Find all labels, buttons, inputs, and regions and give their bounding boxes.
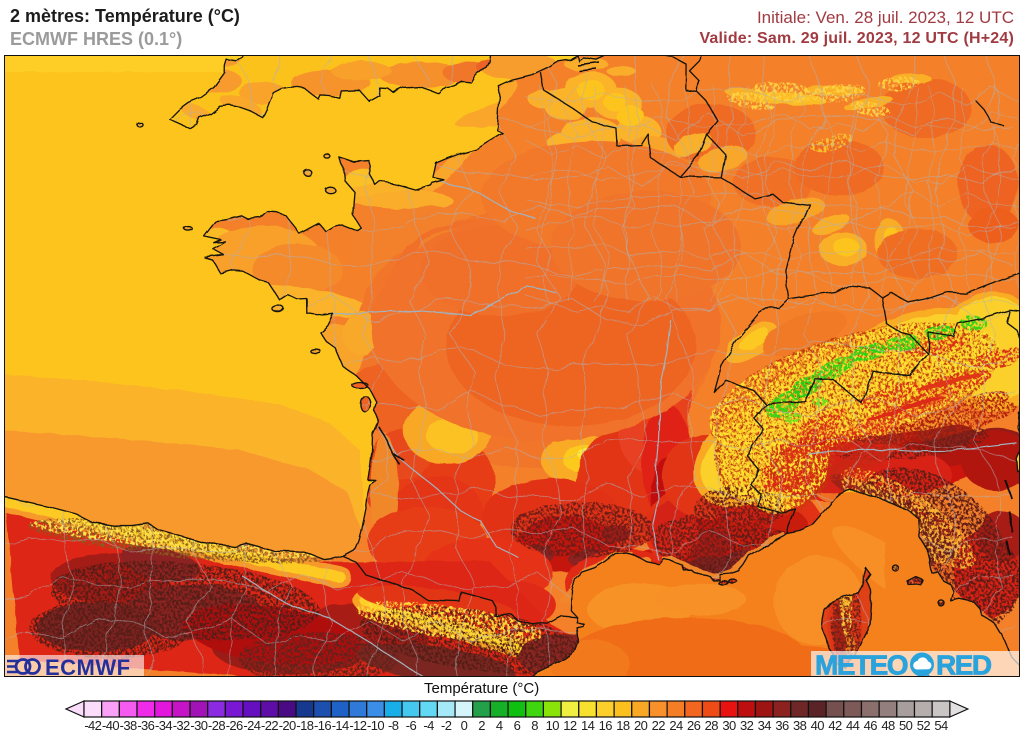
svg-text:46: 46 bbox=[864, 718, 878, 733]
svg-text:14: 14 bbox=[581, 718, 595, 733]
svg-text:-10: -10 bbox=[367, 718, 384, 733]
svg-text:28: 28 bbox=[705, 718, 719, 733]
svg-text:50: 50 bbox=[899, 718, 913, 733]
svg-text:34: 34 bbox=[758, 718, 772, 733]
svg-text:12: 12 bbox=[563, 718, 577, 733]
svg-text:2: 2 bbox=[478, 718, 485, 733]
svg-text:-6: -6 bbox=[406, 718, 417, 733]
svg-text:-32: -32 bbox=[173, 718, 190, 733]
svg-text:22: 22 bbox=[652, 718, 666, 733]
svg-text:-14: -14 bbox=[332, 718, 349, 733]
svg-text:ECMWF: ECMWF bbox=[45, 655, 131, 676]
svg-text:-42: -42 bbox=[84, 718, 101, 733]
svg-text:-34: -34 bbox=[155, 718, 172, 733]
svg-text:-20: -20 bbox=[279, 718, 296, 733]
svg-text:26: 26 bbox=[687, 718, 701, 733]
svg-text:24: 24 bbox=[669, 718, 683, 733]
svg-text:48: 48 bbox=[881, 718, 895, 733]
svg-text:-4: -4 bbox=[423, 718, 434, 733]
svg-text:-30: -30 bbox=[190, 718, 207, 733]
svg-text:44: 44 bbox=[846, 718, 860, 733]
svg-text:-28: -28 bbox=[208, 718, 225, 733]
svg-text:10: 10 bbox=[546, 718, 560, 733]
svg-text:-24: -24 bbox=[243, 718, 260, 733]
svg-text:0: 0 bbox=[461, 718, 468, 733]
svg-text:-38: -38 bbox=[120, 718, 137, 733]
svg-text:-26: -26 bbox=[226, 718, 243, 733]
svg-text:8: 8 bbox=[531, 718, 538, 733]
svg-text:-22: -22 bbox=[261, 718, 278, 733]
svg-text:-18: -18 bbox=[296, 718, 313, 733]
svg-text:-36: -36 bbox=[137, 718, 154, 733]
svg-text:54: 54 bbox=[934, 718, 948, 733]
svg-text:6: 6 bbox=[514, 718, 521, 733]
svg-text:42: 42 bbox=[828, 718, 842, 733]
svg-text:32: 32 bbox=[740, 718, 754, 733]
svg-text:52: 52 bbox=[917, 718, 931, 733]
svg-text:40: 40 bbox=[811, 718, 825, 733]
svg-text:-16: -16 bbox=[314, 718, 331, 733]
svg-text:20: 20 bbox=[634, 718, 648, 733]
svg-text:4: 4 bbox=[496, 718, 503, 733]
svg-text:-40: -40 bbox=[102, 718, 119, 733]
svg-text:18: 18 bbox=[616, 718, 630, 733]
svg-text:-2: -2 bbox=[441, 718, 452, 733]
svg-text:30: 30 bbox=[722, 718, 736, 733]
svg-text:METEO: METEO bbox=[815, 650, 908, 677]
svg-text:-12: -12 bbox=[349, 718, 366, 733]
svg-text:36: 36 bbox=[775, 718, 789, 733]
svg-text:16: 16 bbox=[599, 718, 613, 733]
svg-text:38: 38 bbox=[793, 718, 807, 733]
svg-text:-8: -8 bbox=[388, 718, 399, 733]
svg-text:RED: RED bbox=[936, 650, 992, 677]
